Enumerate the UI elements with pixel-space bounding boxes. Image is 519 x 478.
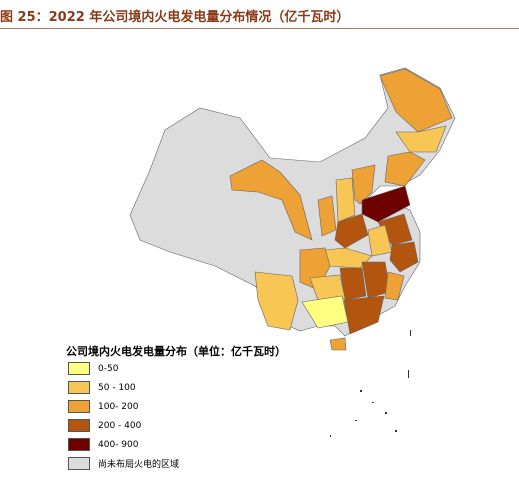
- legend-label: 尚未布局火电的区域: [98, 460, 180, 470]
- islands: [330, 330, 411, 437]
- hainan: [329, 337, 347, 351]
- yunnan: [254, 271, 299, 331]
- legend-item: 400- 900: [68, 438, 138, 451]
- title-rule: [0, 28, 519, 29]
- legend-label: 50 - 100: [98, 382, 136, 393]
- legend-label: 400- 900: [98, 439, 139, 450]
- legend-title: 公司境内火电发电量分布（单位：亿千瓦时）: [66, 345, 286, 358]
- legend-swatch: [68, 419, 90, 432]
- shanxi: [335, 177, 356, 223]
- guizhou: [309, 274, 346, 301]
- shandong: [361, 185, 411, 223]
- legend-label: 200 - 400: [98, 420, 142, 431]
- legend-swatch: [68, 457, 90, 470]
- fujian: [384, 271, 405, 301]
- liaoning: [384, 151, 426, 187]
- zhejiang: [389, 241, 419, 273]
- legend-swatch: [68, 438, 90, 451]
- guangdong: [343, 295, 385, 335]
- legend-item: 0-50: [68, 362, 118, 375]
- legend-label: 100- 200: [98, 401, 139, 412]
- henan: [334, 213, 369, 249]
- legend-item: 尚未布局火电的区域: [68, 457, 179, 470]
- legend-item: 200 - 400: [68, 419, 141, 432]
- legend-item: 100- 200: [68, 400, 138, 413]
- hebei: [351, 164, 376, 205]
- legend-swatch: [68, 362, 90, 375]
- gansu-qinghai: [229, 159, 313, 241]
- jilin: [395, 125, 447, 153]
- legend-swatch: [68, 400, 90, 413]
- shaanxi: [317, 195, 337, 237]
- heilongjiang: [379, 68, 453, 133]
- legend-item: 50 - 100: [68, 381, 136, 394]
- legend-label: 0-50: [98, 363, 119, 374]
- figure-title: 图 25：2022 年公司境内火电发电量分布情况（亿千瓦时）: [0, 10, 350, 25]
- legend-swatch: [68, 381, 90, 394]
